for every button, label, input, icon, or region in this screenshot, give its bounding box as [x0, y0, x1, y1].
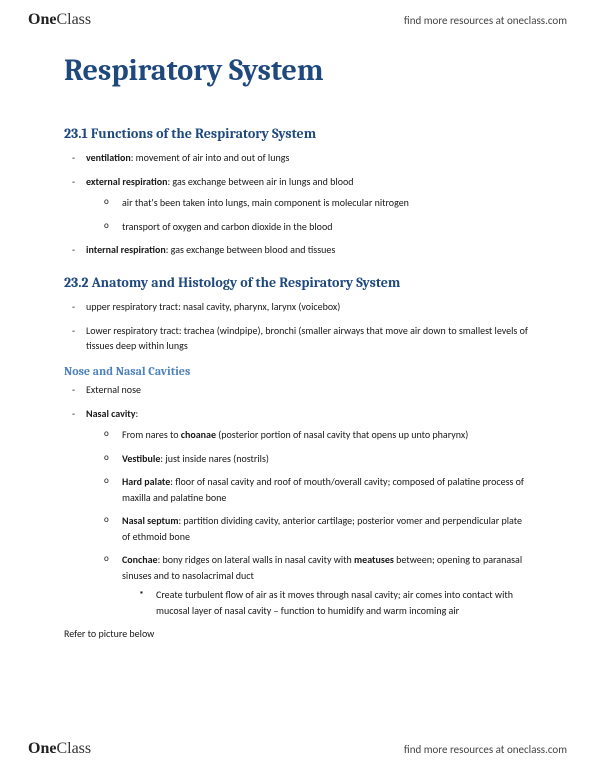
list-item: Lower respiratory tract: trachea (windpi…: [86, 323, 531, 354]
header-link-text[interactable]: find more resources at oneclass.com: [404, 12, 567, 29]
list-item: external respiration: gas exchange betwe…: [86, 174, 531, 235]
section-heading-functions: 23.1 Functions of the Respiratory System: [64, 123, 531, 145]
footer-link-text[interactable]: find more resources at oneclass.com: [404, 741, 567, 758]
list-item: ventilation: movement of air into and ou…: [86, 150, 531, 166]
anatomy-list: upper respiratory tract: nasal cavity, p…: [64, 299, 531, 354]
term: internal respiration: [86, 243, 166, 256]
conchae-sub-list: Create turbulent flow of air as it moves…: [122, 587, 531, 618]
term: Hard palate: [122, 475, 170, 488]
page-footer: OneClass find more resources at oneclass…: [0, 729, 595, 770]
brand-logo: OneClass: [28, 737, 91, 762]
definition: : partition dividing cavity, anterior ca…: [122, 514, 522, 543]
nasal-cavity-list: From nares to choanae (posterior portion…: [86, 427, 531, 618]
list-item: Vestibule: just inside nares (nostrils): [122, 451, 531, 467]
list-item: transport of oxygen and carbon dioxide i…: [122, 219, 531, 235]
list-item: internal respiration: gas exchange betwe…: [86, 242, 531, 258]
list-item: External nose: [86, 382, 531, 398]
page-content: Respiratory System 23.1 Functions of the…: [64, 48, 531, 722]
term: Conchae: [122, 553, 158, 566]
definition: : gas exchange between blood and tissues: [166, 243, 336, 256]
term: Nasal cavity: [86, 407, 135, 420]
definition: : gas exchange between air in lungs and …: [168, 175, 354, 188]
list-item: From nares to choanae (posterior portion…: [122, 427, 531, 443]
term: choanae: [181, 428, 216, 441]
brand-prefix: One: [28, 11, 56, 28]
list-item: upper respiratory tract: nasal cavity, p…: [86, 299, 531, 315]
brand-logo: OneClass: [28, 8, 91, 33]
functions-list: ventilation: movement of air into and ou…: [64, 150, 531, 258]
page-header: OneClass find more resources at oneclass…: [0, 0, 595, 41]
list-item: Create turbulent flow of air as it moves…: [156, 587, 531, 618]
term: ventilation: [86, 151, 131, 164]
definition: : movement of air into and out of lungs: [131, 151, 290, 164]
term: Nasal septum: [122, 514, 178, 527]
list-item: Nasal septum: partition dividing cavity,…: [122, 513, 531, 544]
term: Vestibule: [122, 452, 160, 465]
brand-suffix: Class: [56, 11, 91, 28]
list-item: Nasal cavity: From nares to choanae (pos…: [86, 406, 531, 619]
definition: : floor of nasal cavity and roof of mout…: [122, 475, 524, 504]
text-rest: (posterior portion of nasal cavity that …: [216, 428, 468, 441]
brand-prefix: One: [28, 740, 56, 757]
text-pre: From nares to: [122, 428, 181, 441]
page-title: Respiratory System: [64, 48, 531, 95]
nose-list: External nose Nasal cavity: From nares t…: [64, 382, 531, 618]
section-heading-anatomy: 23.2 Anatomy and Histology of the Respir…: [64, 272, 531, 294]
subsection-heading-nose: Nose and Nasal Cavities: [64, 362, 531, 381]
definition: : just inside nares (nostrils): [160, 452, 269, 465]
term: meatuses: [354, 553, 394, 566]
text-mid: : bony ridges on lateral walls in nasal …: [158, 553, 354, 566]
closing-text: Refer to picture below: [64, 626, 531, 642]
term: external respiration: [86, 175, 168, 188]
list-item: Conchae: bony ridges on lateral walls in…: [122, 552, 531, 618]
sub-list: air that's been taken into lungs, main c…: [86, 195, 531, 234]
list-item: Hard palate: floor of nasal cavity and r…: [122, 474, 531, 505]
list-item: air that's been taken into lungs, main c…: [122, 195, 531, 211]
brand-suffix: Class: [56, 740, 91, 757]
definition: :: [135, 407, 138, 420]
